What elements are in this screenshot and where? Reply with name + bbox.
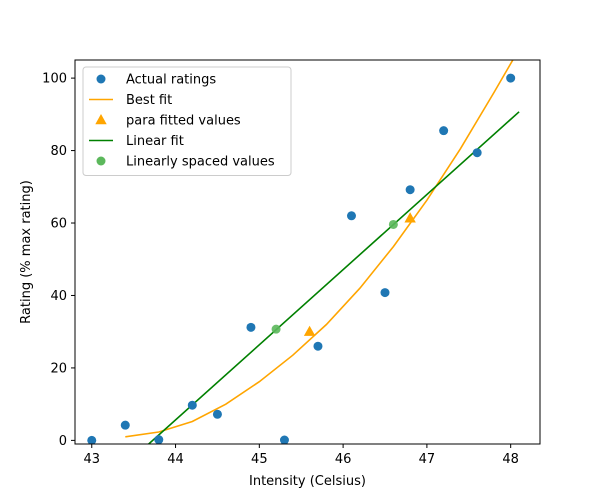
legend-swatch-triangle bbox=[95, 114, 107, 125]
data-point bbox=[120, 420, 130, 430]
data-point-triangle bbox=[404, 212, 416, 223]
legend-swatch-dot bbox=[96, 74, 106, 84]
data-point bbox=[246, 322, 256, 332]
data-point bbox=[87, 435, 97, 444]
data-point bbox=[439, 126, 449, 136]
x-tick-label: 48 bbox=[502, 452, 519, 467]
y-tick-label: 80 bbox=[50, 144, 67, 159]
legend: Actual ratings Best fit para fitted values… bbox=[82, 66, 292, 176]
x-tick-label: 44 bbox=[167, 452, 184, 467]
data-point bbox=[472, 148, 482, 158]
data-point bbox=[271, 324, 281, 334]
data-point bbox=[154, 435, 164, 444]
x-tick-label: 45 bbox=[251, 452, 268, 467]
y-tick-label: 60 bbox=[50, 217, 67, 232]
series-line-1 bbox=[125, 60, 514, 438]
ticks-layer: 43 44 45 46 47 48 0 20 40 60 80 100 bbox=[42, 72, 519, 467]
x-tick-label: 43 bbox=[83, 452, 100, 467]
data-point bbox=[506, 73, 516, 83]
y-axis-title: Rating (% max rating) bbox=[19, 180, 34, 324]
y-tick-label: 0 bbox=[59, 434, 67, 449]
legend-swatch-dot bbox=[96, 156, 106, 166]
data-point bbox=[346, 211, 356, 221]
legend-label: Best fit bbox=[126, 93, 172, 108]
data-point-triangle bbox=[303, 325, 316, 336]
legend-label: Linearly spaced values bbox=[126, 155, 275, 170]
legend-label: Actual ratings bbox=[126, 73, 216, 88]
y-tick-label: 20 bbox=[50, 361, 67, 376]
legend-label: Linear fit bbox=[126, 134, 184, 149]
x-tick-label: 47 bbox=[419, 452, 436, 467]
data-point bbox=[279, 435, 289, 444]
data-point bbox=[313, 341, 323, 351]
y-tick-label: 100 bbox=[42, 72, 67, 87]
x-tick-label: 46 bbox=[335, 452, 352, 467]
legend-box bbox=[82, 66, 292, 176]
series-line-3 bbox=[148, 111, 520, 444]
axes-frame bbox=[74, 59, 541, 445]
data-point bbox=[388, 219, 398, 229]
legend-label: para fitted values bbox=[126, 114, 241, 129]
data-point bbox=[212, 409, 222, 419]
plot-content bbox=[87, 60, 520, 444]
data-point bbox=[405, 185, 415, 195]
data-point bbox=[187, 400, 197, 410]
data-point bbox=[380, 288, 390, 298]
x-axis-title: Intensity (Celsius) bbox=[249, 474, 366, 489]
y-tick-label: 40 bbox=[50, 289, 67, 304]
